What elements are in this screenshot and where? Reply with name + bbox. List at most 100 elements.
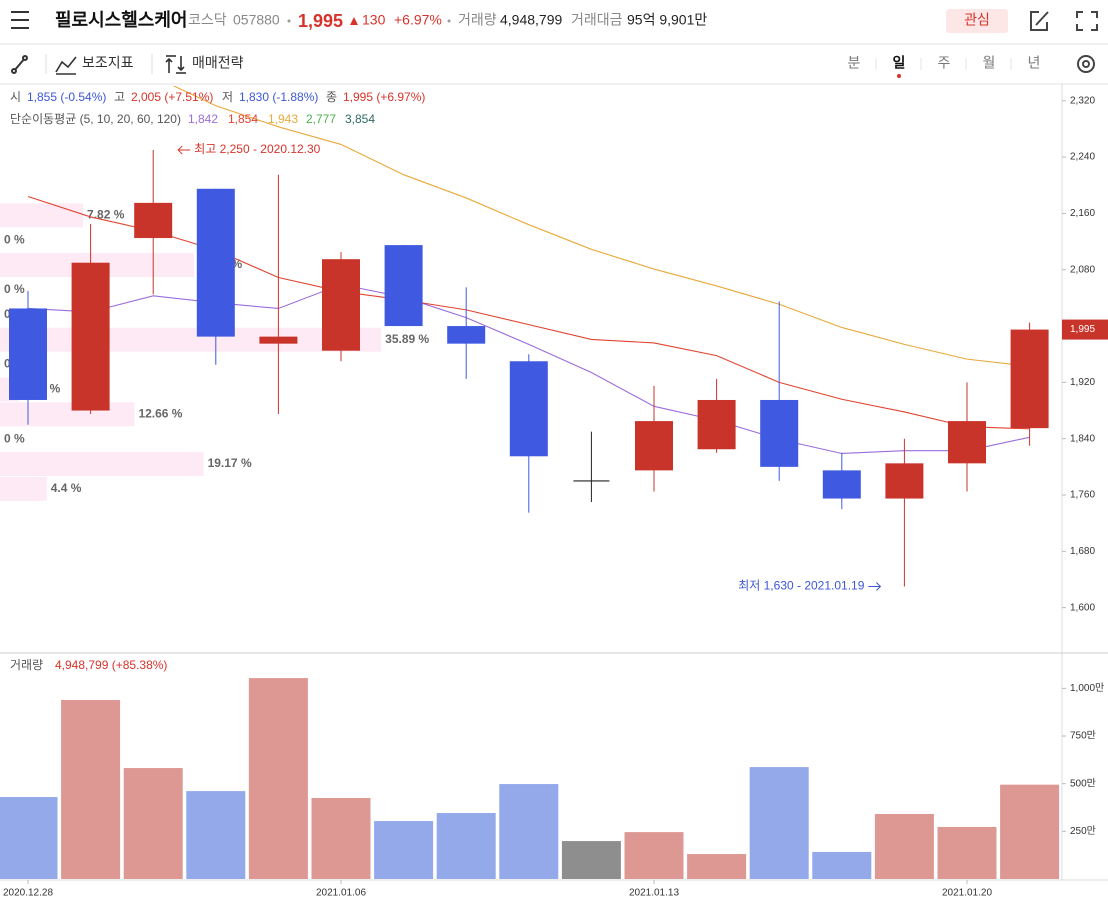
strategy-button[interactable]: 매매전략 <box>192 55 244 71</box>
selected-dot <box>897 74 901 78</box>
period-tab[interactable]: 월 <box>983 55 996 71</box>
ma-legend-value: 1,943 <box>268 112 298 126</box>
y-tick-label: 1,680 <box>1070 546 1095 557</box>
indicator-icon[interactable] <box>55 56 77 75</box>
candle-body <box>384 245 423 327</box>
profile-label: 4.4 % <box>51 481 82 495</box>
candle-body <box>509 361 548 457</box>
ohlc-label: 종 <box>326 90 337 104</box>
change: 130 <box>362 12 386 28</box>
volume-bar <box>61 699 121 879</box>
x-tick-label: 2020.12.28 <box>3 888 53 899</box>
volume-bar <box>123 768 183 879</box>
y-tick-label: 1,840 <box>1070 433 1095 444</box>
ma-legend-value: 1,854 <box>228 112 258 126</box>
profile-bar <box>0 452 204 476</box>
volume-bar <box>937 826 997 879</box>
profile-label: 19.17 % <box>208 456 252 470</box>
candle-body <box>948 421 986 464</box>
volume-label: 거래량 <box>458 12 497 28</box>
low-note-arrow <box>868 582 882 591</box>
volume: 4,948,799 <box>500 12 562 28</box>
candle-body <box>635 421 673 471</box>
draw-tool-icon[interactable] <box>11 55 28 74</box>
menu-icon[interactable] <box>11 11 29 29</box>
ma-legend-value: 2,777 <box>306 112 336 126</box>
profile-label: 0 % <box>4 232 25 246</box>
fullscreen-icon[interactable] <box>1076 11 1098 31</box>
ma-legend-value: 3,854 <box>345 112 375 126</box>
period-tab[interactable]: 년 <box>1028 55 1041 71</box>
up-triangle <box>350 17 358 25</box>
y-tick-label: 2,240 <box>1070 152 1095 163</box>
candle-body <box>196 188 235 337</box>
y-tick-label: 2,320 <box>1070 95 1095 106</box>
high-note: 최고 2,250 - 2020.12.30 <box>194 142 320 156</box>
volume-bar <box>248 678 308 879</box>
volume-plot <box>0 678 1060 879</box>
overlay: 1,6001,6801,7601,8401,9202,0002,0802,160… <box>3 90 1108 899</box>
volume-legend-value: 4,948,799 (+85.38%) <box>55 658 167 672</box>
volume-bar <box>561 841 621 879</box>
moving-average-line <box>172 86 1030 367</box>
volume-legend-label: 거래량 <box>10 658 43 672</box>
profile-bar <box>0 476 47 501</box>
settings-icon[interactable] <box>1077 55 1095 73</box>
indicator-button[interactable]: 보조지표 <box>82 55 134 71</box>
y-tick-label: 1,760 <box>1070 490 1095 501</box>
volume-bar <box>499 784 559 879</box>
watch-button-label[interactable]: 관심 <box>964 12 990 28</box>
ohlc-label: 시 <box>10 90 21 104</box>
candle-body <box>697 399 736 450</box>
ohlc-value: 1,995 (+6.97%) <box>343 90 425 104</box>
header: 필로시스헬스케어 코스닥 057880 1,995 130 +6.97% 거래량… <box>0 9 1108 45</box>
profile-label: 35.89 % <box>385 332 429 346</box>
market: 코스닥 <box>188 12 227 28</box>
profile-bar <box>0 203 84 228</box>
ohlc-value: 1,855 (-0.54%) <box>27 90 106 104</box>
ma-legend-value: 1,842 <box>188 112 218 126</box>
volume-bar <box>186 791 246 879</box>
profile-label: 12.66 % <box>138 406 182 420</box>
volume-bar <box>311 797 371 879</box>
low-note: 최저 1,630 - 2021.01.19 <box>738 579 864 593</box>
strategy-icon[interactable] <box>165 55 186 74</box>
candle-body <box>447 326 486 344</box>
amount-label: 거래대금 <box>571 12 623 28</box>
x-tick-label: 2021.01.13 <box>629 888 679 899</box>
price-plot: 4.4 %19.17 %0 %12.66 %1.78 %0 %35.89 %0 … <box>0 86 1049 587</box>
volume-bar <box>374 821 434 879</box>
candle-body <box>1010 329 1049 429</box>
high-note-arrow <box>177 145 191 155</box>
period-tab[interactable]: 일 <box>893 55 906 71</box>
candle-body <box>134 202 173 239</box>
ohlc-label: 저 <box>222 90 233 104</box>
profile-label: 7.82 % <box>87 207 125 221</box>
profile-label: 0 % <box>4 282 25 296</box>
volume-bar <box>436 813 496 879</box>
profile-label: 0 % <box>4 431 25 445</box>
watch-button[interactable] <box>946 9 1008 33</box>
change-rate: +6.97% <box>394 12 442 28</box>
y-tick-label: 1,920 <box>1070 377 1095 388</box>
profile-bar <box>0 402 135 427</box>
volume-bar <box>687 854 747 879</box>
code: 057880 <box>233 12 280 28</box>
y-tick-label: 250만 <box>1070 825 1096 837</box>
candle-body <box>822 470 861 499</box>
edit-icon[interactable] <box>1030 11 1049 31</box>
moving-average-line <box>27 283 1030 455</box>
period-tab[interactable]: 주 <box>938 55 951 71</box>
last-price-label: 1,995 <box>1070 324 1095 335</box>
moving-average-line <box>27 196 1030 430</box>
ohlc-label: 고 <box>114 90 125 104</box>
volume-bar <box>812 851 872 879</box>
ohlc-value: 1,830 (-1.88%) <box>239 90 318 104</box>
y-tick-label: 1,000만 <box>1070 682 1104 694</box>
x-tick-label: 2021.01.20 <box>942 888 992 899</box>
period-tab[interactable]: 분 <box>848 55 861 71</box>
separator <box>447 19 451 23</box>
price: 1,995 <box>298 11 343 31</box>
